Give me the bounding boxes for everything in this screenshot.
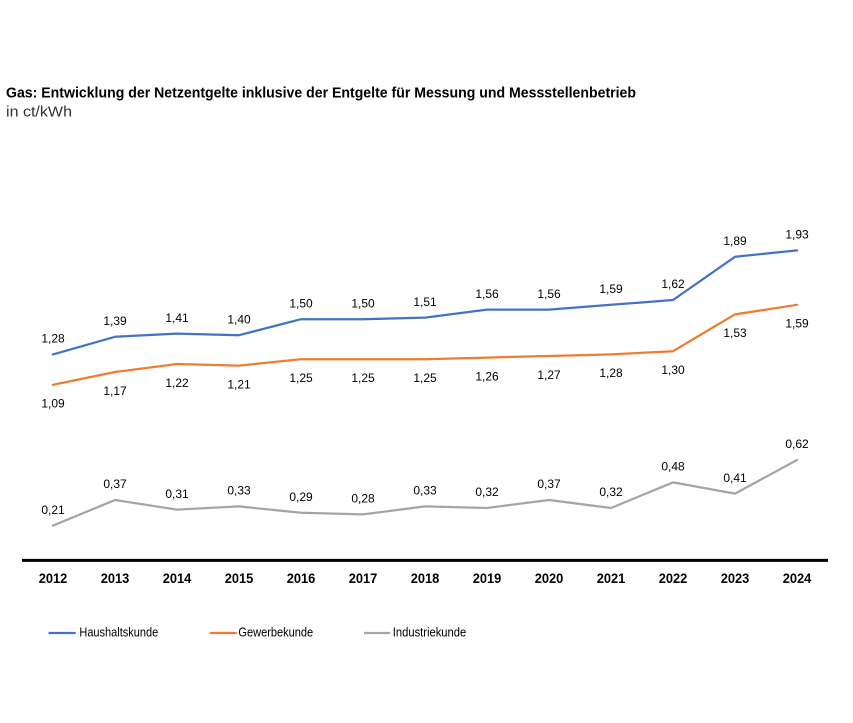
svg-text:0,37: 0,37 xyxy=(103,477,127,491)
svg-text:1,40: 1,40 xyxy=(227,312,251,326)
svg-text:1,50: 1,50 xyxy=(289,296,313,310)
svg-text:1,53: 1,53 xyxy=(723,326,747,340)
svg-text:1,28: 1,28 xyxy=(599,366,623,380)
svg-text:Gas: Entwicklung der Netzentge: Gas: Entwicklung der Netzentgelte inklus… xyxy=(6,84,636,101)
svg-text:0,21: 0,21 xyxy=(41,503,65,517)
svg-text:1,30: 1,30 xyxy=(661,363,685,377)
svg-text:1,09: 1,09 xyxy=(41,397,65,411)
svg-text:Haushaltskunde: Haushaltskunde xyxy=(79,626,158,640)
svg-text:0,62: 0,62 xyxy=(785,437,809,451)
svg-text:1,93: 1,93 xyxy=(785,228,809,242)
svg-text:1,59: 1,59 xyxy=(599,282,623,296)
svg-text:2012: 2012 xyxy=(39,570,68,586)
svg-text:1,22: 1,22 xyxy=(165,376,189,390)
svg-text:1,25: 1,25 xyxy=(351,371,375,385)
svg-text:1,17: 1,17 xyxy=(103,384,127,398)
svg-text:2018: 2018 xyxy=(411,570,440,586)
svg-text:2023: 2023 xyxy=(721,570,750,586)
svg-text:Industriekunde: Industriekunde xyxy=(393,626,466,640)
svg-text:1,28: 1,28 xyxy=(41,332,65,346)
svg-text:0,29: 0,29 xyxy=(289,490,313,504)
svg-text:1,56: 1,56 xyxy=(475,287,499,301)
svg-text:1,26: 1,26 xyxy=(475,369,499,383)
svg-text:2021: 2021 xyxy=(597,570,626,586)
svg-text:1,21: 1,21 xyxy=(227,377,251,391)
svg-text:0,33: 0,33 xyxy=(413,484,437,498)
svg-text:0,32: 0,32 xyxy=(599,485,623,499)
svg-text:0,31: 0,31 xyxy=(165,487,189,501)
svg-text:1,50: 1,50 xyxy=(351,296,375,310)
svg-text:0,28: 0,28 xyxy=(351,492,375,506)
svg-text:1,25: 1,25 xyxy=(289,371,313,385)
svg-text:Gewerbekunde: Gewerbekunde xyxy=(238,626,313,640)
svg-text:1,41: 1,41 xyxy=(165,311,189,325)
svg-text:2017: 2017 xyxy=(349,570,378,586)
svg-text:in ct/kWh: in ct/kWh xyxy=(6,103,72,120)
svg-text:2020: 2020 xyxy=(535,570,564,586)
svg-text:0,32: 0,32 xyxy=(475,485,499,499)
svg-text:2019: 2019 xyxy=(473,570,502,586)
svg-text:1,25: 1,25 xyxy=(413,371,437,385)
svg-text:0,37: 0,37 xyxy=(537,477,561,491)
svg-text:1,89: 1,89 xyxy=(723,234,747,248)
svg-text:2016: 2016 xyxy=(287,570,316,586)
svg-text:0,48: 0,48 xyxy=(661,460,685,474)
svg-text:2022: 2022 xyxy=(659,570,688,586)
svg-text:0,33: 0,33 xyxy=(227,484,251,498)
svg-text:1,62: 1,62 xyxy=(661,277,685,291)
svg-text:0,41: 0,41 xyxy=(723,471,747,485)
svg-text:1,51: 1,51 xyxy=(413,295,437,309)
svg-text:1,59: 1,59 xyxy=(785,317,809,331)
svg-text:1,39: 1,39 xyxy=(103,314,127,328)
svg-text:2015: 2015 xyxy=(225,570,254,586)
svg-text:2013: 2013 xyxy=(101,570,130,586)
svg-text:1,56: 1,56 xyxy=(537,287,561,301)
svg-text:1,27: 1,27 xyxy=(537,368,561,382)
svg-text:2014: 2014 xyxy=(163,570,192,586)
svg-text:2024: 2024 xyxy=(783,570,812,586)
